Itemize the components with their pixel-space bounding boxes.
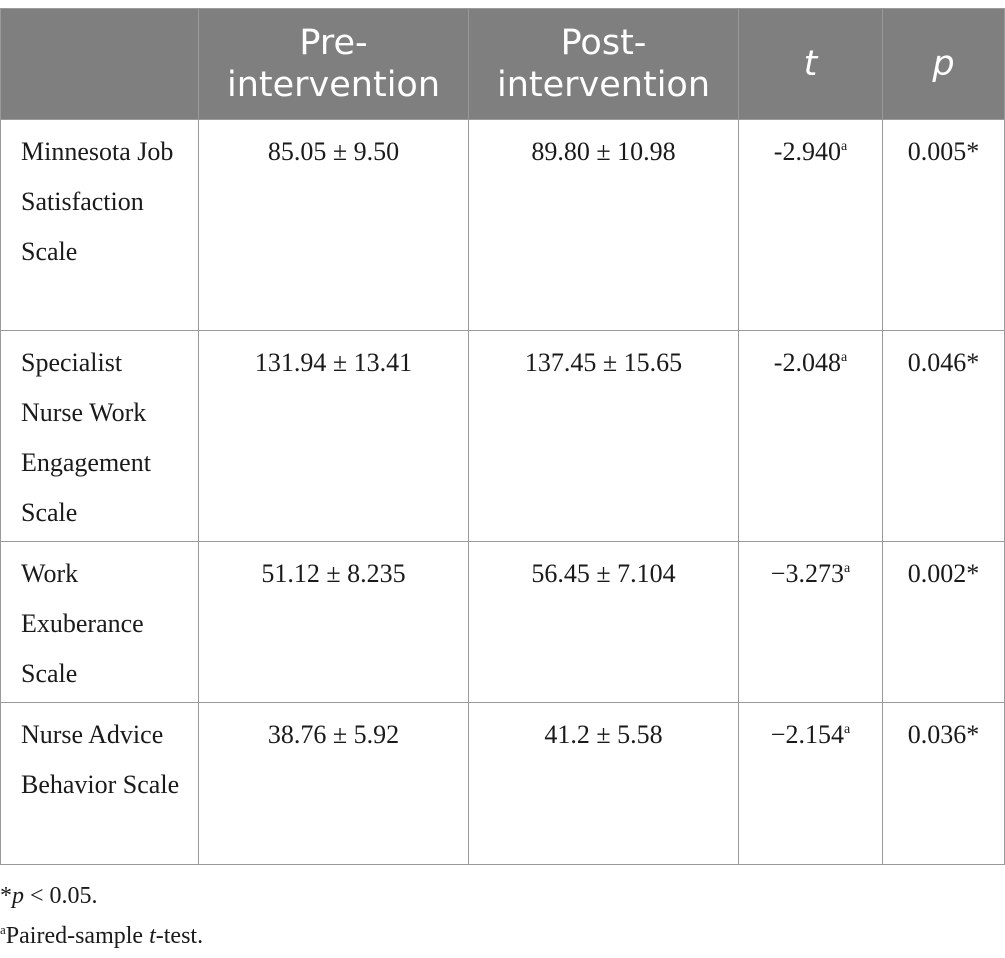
p-value: 0.046* (882, 330, 1005, 542)
post-value: 56.45 ± 7.104 (468, 541, 739, 703)
header-blank (0, 8, 199, 120)
table-header: Pre-intervention Post-intervention t p (0, 8, 1005, 120)
header-post-intervention: Post-intervention (468, 8, 739, 120)
header-t: t (738, 8, 883, 120)
footnote-test: aPaired-sample t-test. (0, 916, 203, 956)
table-row: Minnesota Job Satisfaction Scale 85.05 ±… (0, 119, 1005, 331)
pre-value: 38.76 ± 5.92 (198, 702, 469, 865)
t-value-cell: -2.940a (738, 119, 883, 331)
results-table: Pre-intervention Post-intervention t p M… (0, 8, 1005, 865)
row-label: Minnesota Job Satisfaction Scale (0, 119, 199, 331)
p-value: 0.002* (882, 541, 1005, 703)
t-value-cell: −3.273a (738, 541, 883, 703)
p-value: 0.036* (882, 702, 1005, 865)
footnote-p-symbol: p (12, 883, 24, 909)
t-value: -2.940 (773, 137, 841, 166)
table-row: Nurse Advice Behavior Scale 38.76 ± 5.92… (0, 702, 1005, 865)
header-p: p (882, 8, 1005, 120)
t-marker: a (843, 561, 851, 576)
t-marker: a (840, 350, 848, 365)
header-row: Pre-intervention Post-intervention t p (0, 8, 1005, 120)
post-value: 89.80 ± 10.98 (468, 119, 739, 331)
t-value: −3.273 (770, 559, 844, 588)
footnote-star: * (0, 883, 12, 909)
footnote-test-prefix: Paired-sample (5, 923, 150, 949)
row-label: Work Exuberance Scale (0, 541, 199, 703)
footnote-threshold: < 0.05. (24, 883, 98, 909)
t-marker: a (840, 139, 848, 154)
t-value: −2.154 (770, 720, 844, 749)
footnote-significance: *p < 0.05. (0, 876, 203, 916)
p-value: 0.005* (882, 119, 1005, 331)
table-row: Work Exuberance Scale 51.12 ± 8.235 56.4… (0, 541, 1005, 703)
t-value-cell: -2.048a (738, 330, 883, 542)
table-footnotes: *p < 0.05. aPaired-sample t-test. (0, 876, 203, 956)
table-row: Specialist Nurse Work Engagement Scale 1… (0, 330, 1005, 542)
table-body: Minnesota Job Satisfaction Scale 85.05 ±… (0, 119, 1005, 865)
pre-value: 131.94 ± 13.41 (198, 330, 469, 542)
row-label: Nurse Advice Behavior Scale (0, 702, 199, 865)
post-value: 41.2 ± 5.58 (468, 702, 739, 865)
post-value: 137.45 ± 15.65 (468, 330, 739, 542)
header-pre-intervention: Pre-intervention (198, 8, 469, 120)
pre-value: 85.05 ± 9.50 (198, 119, 469, 331)
footnote-test-suffix: -test. (155, 923, 204, 949)
footnote-t-symbol: t (149, 923, 156, 949)
t-value: -2.048 (773, 348, 841, 377)
row-label: Specialist Nurse Work Engagement Scale (0, 330, 199, 542)
pre-value: 51.12 ± 8.235 (198, 541, 469, 703)
footnote-marker: a (0, 922, 6, 937)
t-marker: a (843, 722, 851, 737)
t-value-cell: −2.154a (738, 702, 883, 865)
